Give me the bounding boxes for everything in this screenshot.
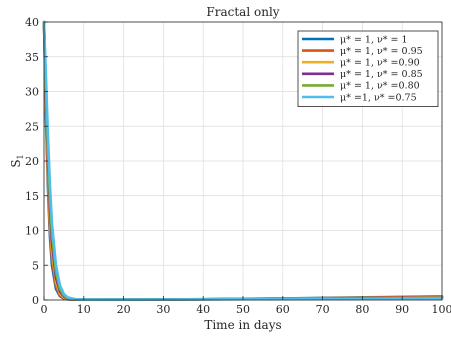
legend-label: μ* = 1, ν* = 0.95 [340, 46, 423, 57]
x-tick-label: 50 [236, 303, 250, 316]
x-tick-label: 30 [156, 303, 170, 316]
x-tick-label: 10 [77, 303, 91, 316]
x-axis-label: Time in days [204, 318, 281, 332]
legend-label: μ* = 1, ν* =0.80 [340, 81, 420, 92]
x-tick-label: 60 [276, 303, 290, 316]
y-tick-label: 5 [32, 259, 39, 272]
legend-label: μ* =1, ν* =0.75 [340, 92, 417, 103]
y-tick-label: 20 [25, 155, 39, 168]
y-tick-label: 15 [25, 190, 39, 203]
x-tick-label: 70 [316, 303, 330, 316]
y-tick-label: 30 [25, 86, 39, 99]
legend: μ* = 1, ν* = 1μ* = 1, ν* = 0.95μ* = 1, ν… [298, 31, 438, 107]
x-tick-label: 40 [196, 303, 210, 316]
x-tick-label: 20 [117, 303, 131, 316]
x-tick-label: 80 [355, 303, 369, 316]
y-axis-label-main: S [9, 159, 23, 167]
legend-label: μ* = 1, ν* = 0.85 [340, 69, 423, 80]
x-tick-label: 90 [395, 303, 409, 316]
y-tick-label: 40 [25, 16, 39, 29]
chart-title: Fractal only [206, 5, 279, 19]
legend-label: μ* = 1, ν* = 1 [340, 34, 408, 45]
y-axis-label-subscript: 1 [16, 154, 25, 159]
y-tick-label: 10 [25, 225, 39, 238]
legend-label: μ* = 1, ν* =0.90 [340, 58, 420, 69]
y-tick-label: 35 [25, 51, 39, 64]
x-tick-label: 0 [41, 303, 48, 316]
x-tick-label: 100 [432, 303, 451, 316]
y-tick-label: 25 [25, 120, 39, 133]
y-tick-label: 0 [32, 294, 39, 307]
